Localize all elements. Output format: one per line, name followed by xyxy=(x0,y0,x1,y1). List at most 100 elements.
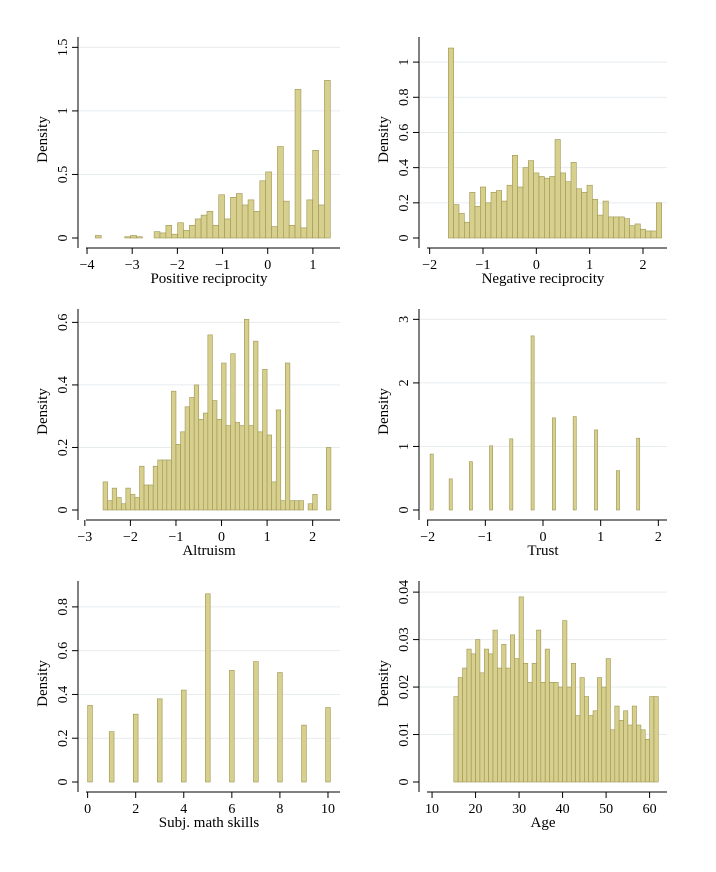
histogram-bar xyxy=(592,199,598,239)
y-tick-label: 0 xyxy=(56,235,71,242)
histogram-bar xyxy=(189,397,195,511)
histogram-bar xyxy=(579,677,585,783)
histogram-bar xyxy=(134,497,140,511)
histogram-bar xyxy=(656,202,662,239)
panel-age: 0 0.01 0.02 0.03 0.04 10 20 30 40 50 60 Age Density xyxy=(376,580,667,831)
histogram-bar xyxy=(458,213,465,239)
histogram-bar xyxy=(624,218,630,239)
histogram-bar xyxy=(148,484,154,511)
histogram-bar xyxy=(230,353,236,511)
y-axis-title: Density xyxy=(376,388,392,435)
histogram-bar xyxy=(544,648,550,783)
histogram-bar xyxy=(553,682,559,783)
histogram-bar xyxy=(514,658,520,783)
histogram-bar xyxy=(193,384,200,511)
x-axis-title: Positive reciprocity xyxy=(150,271,268,287)
histogram-bar xyxy=(229,670,235,783)
histogram-bar xyxy=(653,696,659,783)
histogram-bar xyxy=(285,362,291,511)
histogram-bar xyxy=(506,184,513,239)
histogram-bar xyxy=(448,478,453,511)
x-tick-label: 30 xyxy=(512,802,526,817)
histogram-bar xyxy=(592,710,598,783)
histogram-bar xyxy=(212,224,220,239)
histogram-bar xyxy=(466,648,472,783)
histogram-bar xyxy=(522,167,529,239)
y-tick-label: 3 xyxy=(397,316,412,323)
histogram-bar xyxy=(552,417,556,511)
y-tick-label: 0.4 xyxy=(56,376,71,394)
histogram-bar xyxy=(181,689,187,783)
x-axis-title: Altruism xyxy=(182,543,236,559)
histogram-bar xyxy=(492,629,498,783)
y-tick-label: 0.01 xyxy=(397,722,412,747)
histogram-bar xyxy=(207,334,213,511)
histogram-bar xyxy=(631,705,637,783)
x-tick-label: 8 xyxy=(276,802,283,817)
histogram-bar xyxy=(517,186,524,239)
histogram-bar xyxy=(294,88,302,239)
histogram-bar xyxy=(171,390,177,511)
x-tick-label: 1 xyxy=(586,258,593,273)
histogram-bar xyxy=(283,200,290,239)
histogram-bar xyxy=(241,204,249,239)
histogram-bar xyxy=(505,667,511,783)
histogram-bar xyxy=(253,340,259,511)
histogram-bar xyxy=(203,412,209,511)
histogram-bar xyxy=(259,180,266,239)
y-tick-label: 0.03 xyxy=(397,627,412,652)
histogram-bar xyxy=(549,176,556,239)
x-tick-label: 2 xyxy=(309,530,316,545)
histogram-bar xyxy=(644,738,650,783)
histogram-bar xyxy=(570,162,577,239)
histogram-bar xyxy=(462,667,468,783)
histogram-bar xyxy=(496,190,502,239)
histogram-bar xyxy=(528,160,534,239)
x-tick-label: 50 xyxy=(599,802,613,817)
histogram-bar xyxy=(166,459,172,511)
x-tick-label: 60 xyxy=(643,802,657,817)
x-tick-label: −3 xyxy=(125,258,140,273)
histogram-bar xyxy=(429,453,434,511)
y-tick-label: 0.5 xyxy=(56,166,71,184)
histogram-bar xyxy=(489,445,493,511)
y-tick-label: 2 xyxy=(397,379,412,386)
histogram-bar xyxy=(205,593,211,783)
x-tick-label: 0 xyxy=(264,258,271,273)
x-axis-title: Subj. math skills xyxy=(159,815,260,831)
histogram-bar xyxy=(512,155,518,239)
histogram-bar xyxy=(544,177,550,239)
histogram-bar xyxy=(645,230,652,239)
histogram-bar xyxy=(244,318,250,511)
histogram-bar xyxy=(198,419,204,511)
histogram-bar xyxy=(616,470,620,511)
x-tick-label: 0 xyxy=(533,258,540,273)
x-tick-label: 2 xyxy=(655,530,662,545)
x-axis-title: Age xyxy=(531,815,556,831)
histogram-bar xyxy=(597,214,604,239)
y-axis-title: Density xyxy=(376,116,392,163)
histogram-bar xyxy=(488,653,494,783)
histogram-bar xyxy=(464,221,470,239)
histogram-bar xyxy=(554,139,561,239)
y-tick-label: 0.4 xyxy=(397,159,412,177)
histogram-bar xyxy=(533,172,540,239)
histogram-bar xyxy=(469,461,473,511)
y-axis-title: Density xyxy=(35,388,51,435)
histogram-bar xyxy=(266,434,272,511)
y-tick-label: 0 xyxy=(397,235,412,242)
histogram-bar xyxy=(557,686,563,783)
y-tick-label: 1 xyxy=(56,107,71,114)
histogram-bar xyxy=(629,225,636,239)
histogram-bar xyxy=(218,194,225,239)
histogram-bar xyxy=(605,658,611,783)
histogram-bar xyxy=(618,216,625,239)
histogram-bar xyxy=(288,224,296,239)
histogram-bar xyxy=(475,639,481,783)
histogram-bar xyxy=(132,713,139,783)
histogram-bar xyxy=(530,335,535,511)
y-tick-label: 0.2 xyxy=(56,439,71,457)
histogram-bar xyxy=(230,197,237,239)
x-tick-label: 10 xyxy=(321,802,335,817)
histogram-bar xyxy=(453,696,459,783)
